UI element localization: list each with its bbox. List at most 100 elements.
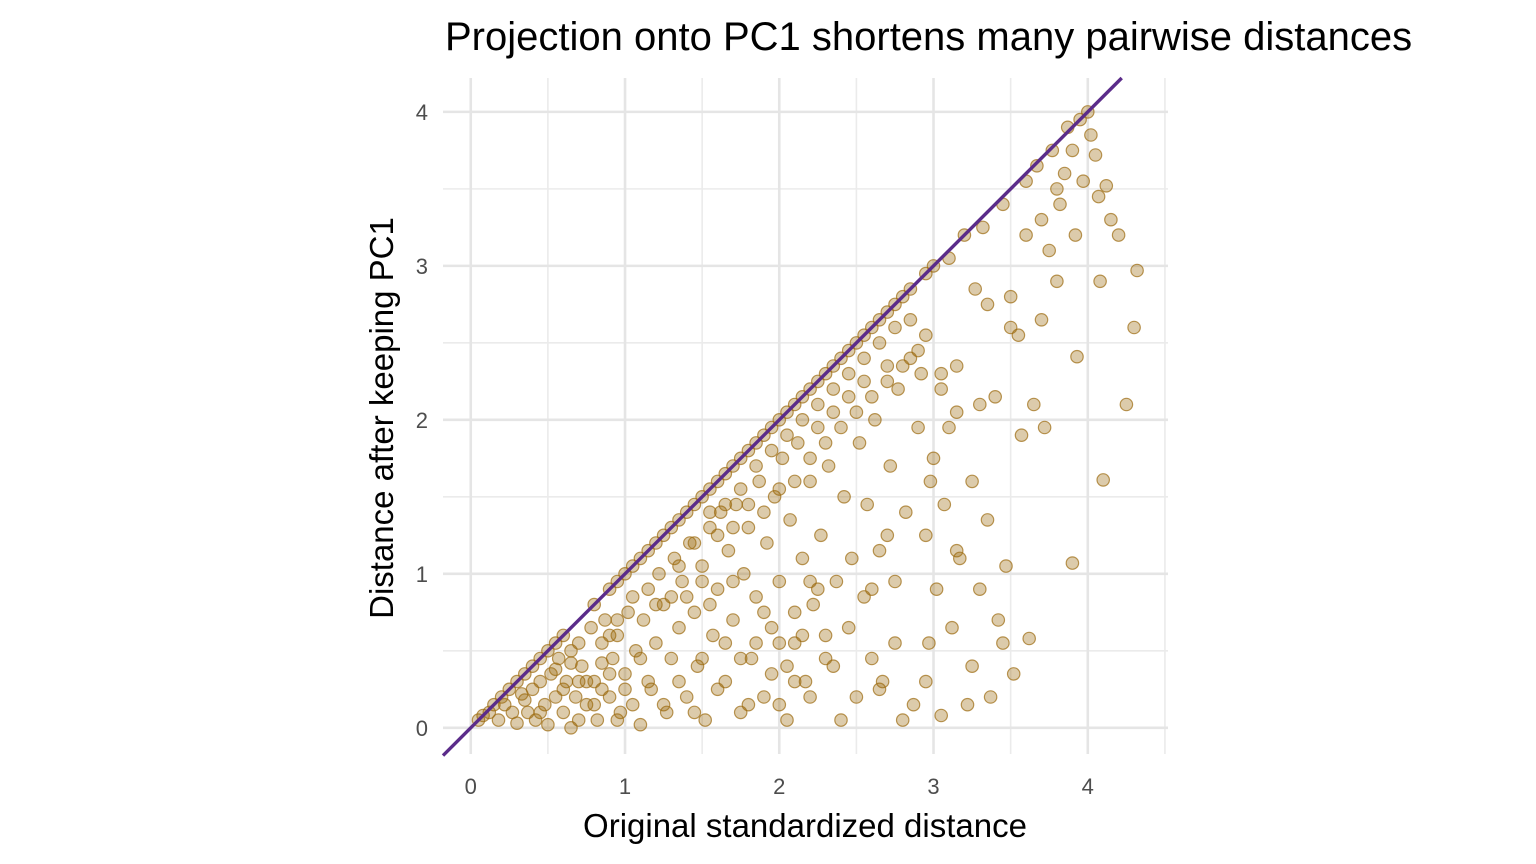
data-point <box>772 574 787 589</box>
data-point <box>949 359 964 373</box>
data-point <box>857 590 871 604</box>
data-point <box>625 697 640 712</box>
data-point <box>911 343 925 358</box>
data-point <box>625 590 640 604</box>
data-point <box>1027 397 1041 412</box>
data-point <box>564 656 578 670</box>
data-point <box>1053 197 1067 212</box>
data-point <box>571 636 586 650</box>
data-point <box>571 713 586 727</box>
data-point <box>652 566 666 581</box>
data-point <box>934 366 948 381</box>
data-point <box>548 662 563 677</box>
data-point <box>952 551 967 566</box>
x-axis-ticks: 0 1 2 3 4 <box>465 774 1094 799</box>
data-point <box>821 459 836 473</box>
data-point <box>551 651 566 666</box>
data-point <box>972 397 987 412</box>
data-point <box>602 628 617 643</box>
data-point <box>764 620 779 635</box>
data-point <box>826 382 841 396</box>
major-gridlines <box>443 78 1168 754</box>
data-point <box>996 636 1010 650</box>
data-point <box>726 520 740 535</box>
data-point <box>541 717 555 732</box>
data-point <box>656 697 671 712</box>
x-tick-label: 3 <box>927 774 939 799</box>
data-point <box>718 636 733 650</box>
data-point <box>764 667 779 681</box>
data-point <box>672 620 686 635</box>
data-point <box>783 513 797 527</box>
data-point <box>687 605 702 620</box>
data-point <box>965 659 979 673</box>
data-point <box>713 505 728 519</box>
data-point <box>537 697 552 712</box>
data-point <box>595 656 609 670</box>
data-point <box>803 451 817 466</box>
data-point <box>510 716 524 730</box>
data-point <box>574 659 589 673</box>
data-point <box>911 420 925 435</box>
data-point <box>880 374 895 389</box>
data-point <box>844 551 859 566</box>
data-point <box>618 682 632 697</box>
data-point <box>803 574 817 589</box>
data-point <box>918 674 933 689</box>
data-point <box>922 636 936 650</box>
data-point <box>1104 212 1118 227</box>
data-point <box>726 613 740 627</box>
data-point <box>757 505 771 519</box>
data-point <box>621 605 635 620</box>
data-point <box>649 597 663 612</box>
data-point <box>1034 312 1049 327</box>
data-point <box>649 636 663 650</box>
data-point <box>968 282 982 296</box>
data-point <box>872 336 887 350</box>
data-point <box>1088 148 1103 162</box>
data-point <box>772 636 787 650</box>
data-point <box>888 320 902 335</box>
data-point <box>841 366 856 381</box>
y-tick-label: 2 <box>416 408 428 433</box>
data-point <box>1065 556 1080 570</box>
data-point <box>1065 143 1080 158</box>
data-point <box>806 597 820 612</box>
data-point <box>787 674 802 689</box>
data-point <box>864 651 879 666</box>
data-point <box>533 705 547 720</box>
x-axis-title: Original standardized distance <box>583 807 1027 844</box>
data-point <box>687 536 702 550</box>
data-point <box>787 474 802 489</box>
y-axis-title: Distance after keeping PC1 <box>363 217 400 619</box>
data-point <box>880 528 895 543</box>
data-point <box>598 613 612 627</box>
data-point <box>749 636 763 650</box>
data-point <box>795 551 810 566</box>
data-point <box>1006 667 1021 681</box>
data-point <box>752 474 766 489</box>
data-point <box>1068 228 1083 242</box>
data-point <box>929 582 944 596</box>
data-point <box>1045 143 1060 158</box>
data-point <box>736 566 751 581</box>
data-point <box>1037 420 1052 435</box>
data-point <box>610 613 625 627</box>
data-point <box>571 674 586 689</box>
data-point <box>834 713 848 727</box>
data-point <box>1003 289 1018 304</box>
data-point <box>972 582 987 596</box>
data-point <box>1070 349 1084 364</box>
data-point <box>888 636 902 650</box>
data-point <box>923 474 938 489</box>
data-point <box>610 713 625 727</box>
data-point <box>757 690 771 704</box>
data-point <box>849 690 864 704</box>
data-point <box>834 420 848 435</box>
data-point <box>741 697 756 712</box>
data-point <box>641 582 655 596</box>
data-point <box>875 674 890 689</box>
data-point <box>710 528 725 543</box>
data-point <box>659 705 674 720</box>
data-point <box>1034 212 1049 227</box>
